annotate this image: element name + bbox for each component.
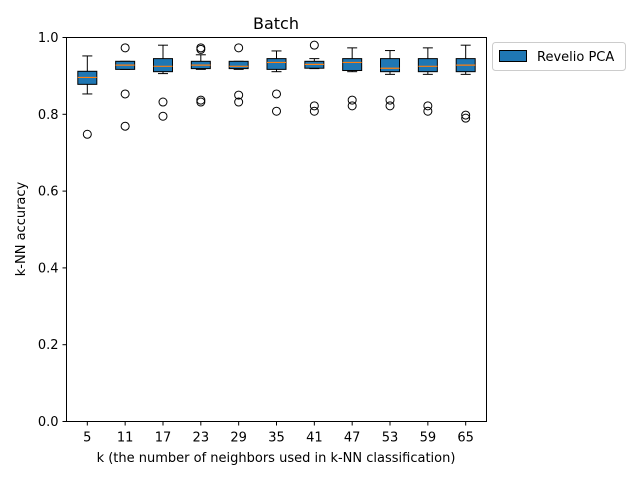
box [152, 58, 173, 73]
x-tick-label: 41 [306, 431, 323, 446]
y-axis-label: k-NN accuracy [14, 181, 29, 276]
legend: Revelio PCA [492, 42, 626, 71]
x-tick-label: 35 [268, 431, 285, 446]
y-axis: 0.0 0.2 0.4 0.6 0.8 1.0 [38, 31, 67, 430]
box-group [190, 43, 211, 107]
outlier-point [461, 110, 471, 120]
outlier-point [309, 106, 319, 116]
x-tick-label: 53 [382, 431, 399, 446]
x-tick-label: 29 [230, 431, 247, 446]
box-group [77, 55, 98, 139]
box [228, 60, 249, 70]
x-tick-label: 65 [457, 431, 474, 446]
y-tick-label: 0.6 [38, 185, 59, 200]
box-group [115, 43, 136, 131]
box-group [417, 47, 438, 116]
box-group [266, 50, 287, 116]
outlier-point [196, 97, 206, 107]
x-axis: 5 11 17 23 29 35 41 47 53 59 65 [83, 421, 474, 446]
box [266, 58, 287, 70]
box [342, 58, 363, 72]
box-group [228, 43, 249, 107]
outlier-point [272, 89, 281, 99]
outlier-point [385, 95, 395, 105]
plot-marks [77, 40, 476, 139]
chart-title: Batch [253, 14, 299, 33]
box-group [455, 44, 476, 123]
outlier-point [234, 90, 244, 100]
outlier-point [196, 44, 206, 54]
outlier-point [82, 129, 92, 139]
box-group [380, 50, 401, 111]
x-tick-label: 17 [155, 431, 172, 446]
outlier-point [423, 101, 433, 111]
legend-swatch-revelio-pca [499, 50, 527, 62]
y-tick-label: 0.2 [38, 338, 59, 353]
box-group [342, 47, 363, 111]
y-tick-label: 0.4 [38, 261, 59, 276]
outlier-point [347, 95, 357, 105]
y-tick-label: 1.0 [38, 31, 59, 46]
outlier-point [423, 106, 433, 116]
legend-label-revelio-pca: Revelio PCA [537, 50, 614, 65]
x-axis-label: k (the number of neighbors used in k-NN … [97, 451, 456, 466]
plot-frame [66, 37, 487, 422]
outlier-point [385, 101, 395, 111]
box-group [152, 44, 173, 121]
outlier-point [234, 43, 244, 53]
x-tick-label: 47 [344, 431, 361, 446]
box-group [304, 40, 325, 116]
x-tick-label: 59 [420, 431, 437, 446]
x-tick-label: 23 [193, 431, 210, 446]
x-tick-label: 5 [83, 431, 91, 446]
outlier-point [461, 113, 471, 123]
outlier-point [309, 101, 319, 111]
outlier-point [158, 97, 168, 107]
x-tick-label: 11 [117, 431, 134, 446]
box [380, 58, 401, 73]
outlier-point [234, 97, 244, 107]
box [417, 58, 438, 73]
outlier-point [120, 121, 130, 131]
legend-frame [492, 42, 626, 71]
y-tick-label: 0.8 [38, 108, 59, 123]
outlier-point [120, 43, 130, 53]
y-tick-label: 0.0 [38, 415, 59, 430]
outlier-point [120, 89, 130, 99]
outlier-point [272, 106, 281, 116]
outlier-point [347, 101, 357, 111]
outlier-point [158, 111, 168, 121]
outlier-point [309, 40, 319, 50]
